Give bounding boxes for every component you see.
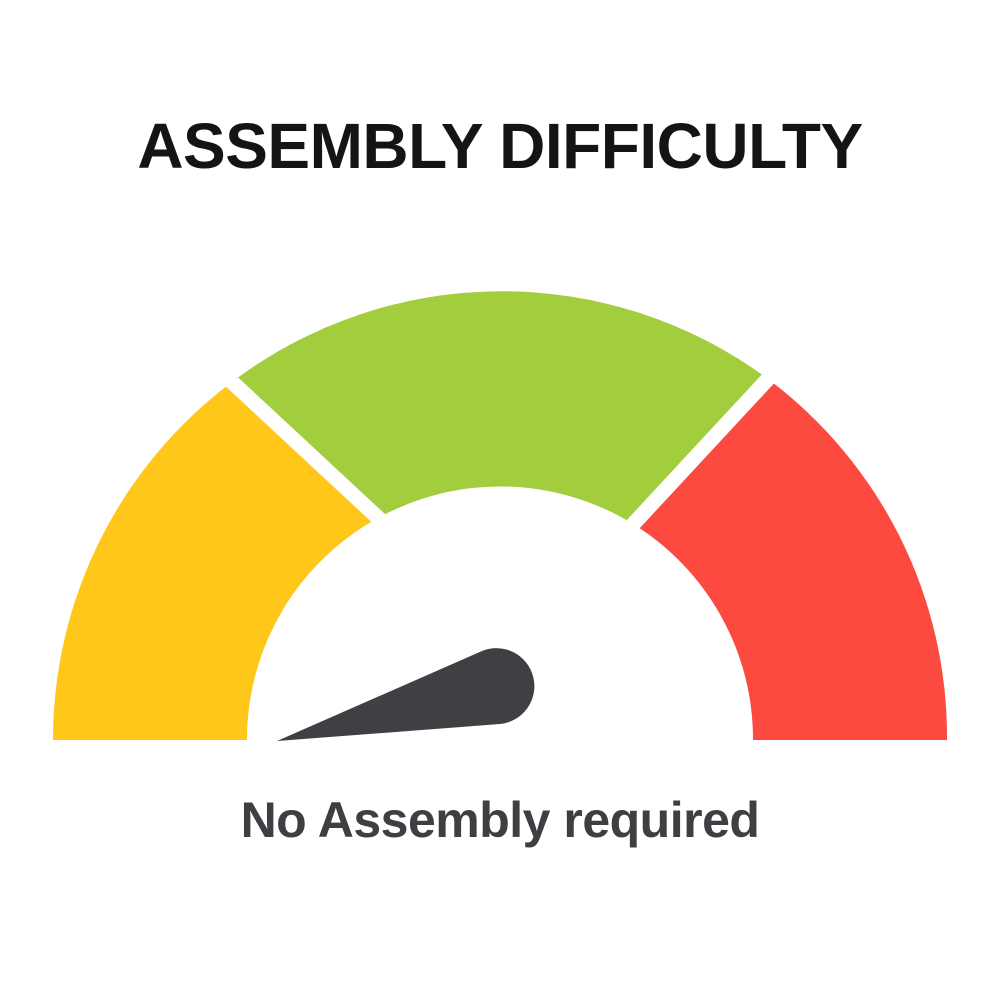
gauge-segment-high [633,379,948,740]
gauge-needle [277,648,535,741]
gauge-segment-low [52,382,378,740]
gauge-segment-medium [232,291,768,524]
segment-divider-left [198,350,424,561]
segment-divider-right [606,347,798,553]
page-title: ASSEMBLY DIFFICULTY [137,110,863,182]
gauge-value-label: No Assembly required [240,792,760,848]
